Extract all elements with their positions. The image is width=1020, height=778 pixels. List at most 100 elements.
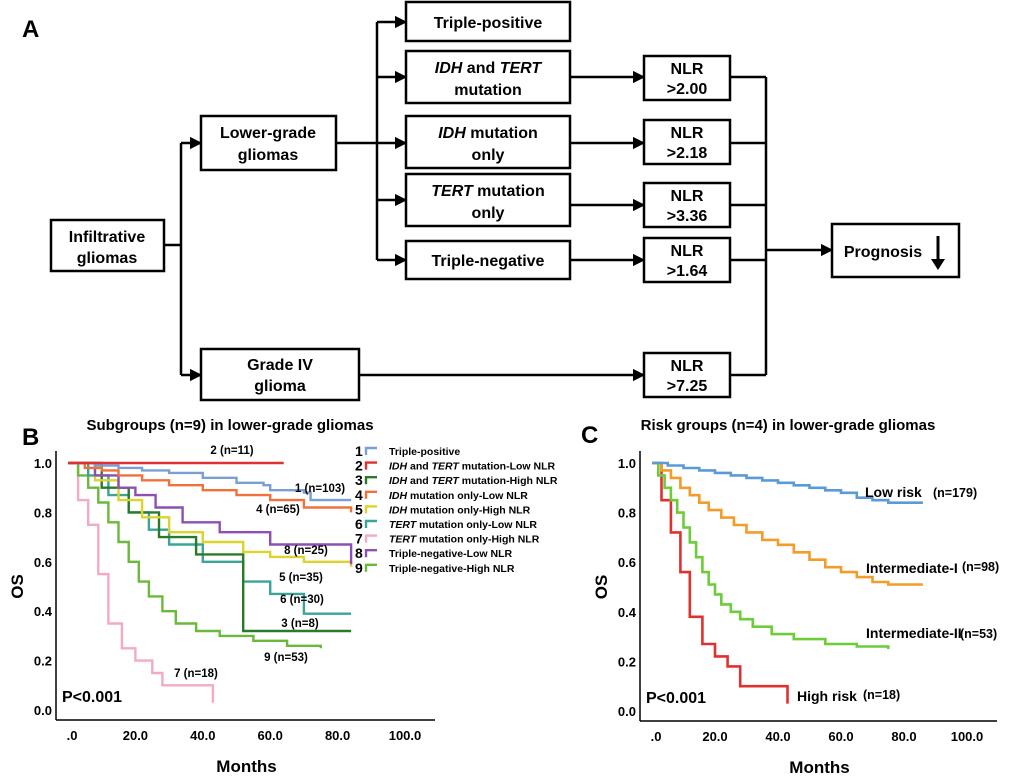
y-tick-label: 1.0 (34, 456, 52, 471)
legend-part: TERT (432, 475, 461, 487)
box-label: gliomas (238, 147, 299, 164)
chart-title: Risk groups (n=4) in lower-grade gliomas (641, 417, 936, 434)
legend-part: mutation only-Low NLR (407, 490, 528, 502)
km-curve-high-risk (652, 461, 789, 704)
risk-group-n: (n=53) (960, 627, 997, 641)
legend-label: Triple-negative-Low NLR (389, 548, 513, 560)
legend-part: mutation only-High NLR (407, 504, 530, 516)
box-label: >3.36 (667, 208, 708, 225)
legend-number: 3 (355, 472, 363, 488)
km-curve-8 (68, 461, 353, 565)
legend-label: IDH mutation only-Low NLR (389, 490, 528, 502)
curve-label-5: 5 (n=35) (279, 572, 323, 584)
km-curve-intermediate-i (652, 461, 923, 586)
x-tick-label: 40.0 (190, 728, 215, 743)
x-tick-label: 100.0 (389, 728, 422, 743)
risk-group-label: High risk (797, 688, 857, 704)
curve-label-7: 7 (n=18) (174, 668, 218, 680)
box-label: NLR (671, 125, 704, 142)
box-triple-negative: Triple-negative (404, 239, 572, 281)
x-tick-label: 20.0 (702, 729, 727, 744)
curve-label-4: 4 (n=65) (256, 504, 300, 516)
km-curve-low-risk (652, 461, 923, 504)
box-label: NLR (671, 188, 704, 205)
legend-part: and (407, 461, 432, 473)
legend-swatch (364, 505, 377, 514)
y-axis-label: OS (8, 574, 27, 599)
legend-part: Triple-positive (389, 446, 460, 458)
curve-label-2: 2 (n=11) (210, 445, 253, 457)
box-label: NLR (671, 61, 704, 78)
box-triple-positive: Triple-positive (404, 0, 572, 43)
x-tick-label: .0 (651, 729, 662, 744)
x-tick-label: 80.0 (891, 729, 916, 744)
box-idh-and-tert-mutation: IDH and TERT mutation (404, 49, 572, 105)
km-curve-intermediate-ii (652, 461, 890, 649)
risk-group-n: (n=98) (962, 560, 999, 574)
x-tick-label: 60.0 (828, 729, 853, 744)
panel-b-label: B (22, 424, 39, 451)
km-curve-9 (68, 461, 322, 649)
legend-number: 2 (355, 458, 363, 474)
box-label: Triple-positive (434, 15, 543, 32)
legend-part: and (407, 475, 432, 487)
box-tert-mutation-only: TERT mutation only (404, 172, 572, 228)
legend-label: Triple-positive (389, 446, 460, 458)
legend-part: Triple-negative-High NLR (389, 563, 515, 575)
y-tick-label: 0.4 (618, 605, 637, 620)
legend-number: 7 (355, 531, 363, 547)
box-grade-iv-glioma: Grade IV glioma (199, 347, 361, 402)
risk-group-label: Intermediate-II (866, 625, 962, 641)
box-label: >2.00 (667, 81, 708, 98)
box-nlr-2-00: NLR >2.00 (642, 54, 732, 102)
legend-label: IDH and TERT mutation-High NLR (389, 475, 558, 487)
y-tick-label: 0.8 (618, 506, 636, 521)
legend-part: mutation-Low NLR (459, 461, 556, 473)
curve-label-3: 3 (n=8) (281, 618, 319, 630)
x-tick-label: 100.0 (951, 729, 984, 744)
km-curve-7 (68, 461, 215, 703)
panel-c-label: C (581, 422, 598, 449)
legend-number: 4 (355, 487, 363, 503)
y-tick-label: 0.6 (34, 555, 52, 570)
y-tick-label: 0.2 (34, 654, 52, 669)
box-label: >7.25 (667, 378, 708, 395)
curve-label-8: 8 (n=25) (284, 545, 328, 557)
legend-part: IDH (389, 504, 408, 516)
box-nlr-3-36: NLR >3.36 (642, 181, 732, 229)
box-prognosis: Prognosis (830, 222, 961, 279)
box-label: >2.18 (667, 145, 708, 162)
chart-title: Subgroups (n=9) in lower-grade gliomas (86, 417, 373, 434)
y-axis-label: OS (592, 575, 611, 600)
box-infiltrative-gliomas: Infiltrative gliomas (49, 218, 166, 273)
risk-group-label: Low risk (865, 484, 922, 500)
legend-part: IDH (389, 461, 408, 473)
legend-part: TERT (389, 519, 418, 531)
legend-part: mutation only-High NLR (416, 534, 539, 546)
p-value: P<0.001 (646, 690, 706, 707)
y-tick-label: 0.8 (34, 505, 52, 520)
box-label: Grade IV (247, 357, 313, 374)
chart-b: Subgroups (n=9) in lower-grade gliomas 0.… (8, 417, 558, 776)
flow-connectors (164, 15, 834, 382)
legend-label: IDH and TERT mutation-Low NLR (389, 461, 555, 473)
box-label: TERT mutation (431, 183, 544, 200)
legend-part: TERT (389, 534, 418, 546)
x-tick-label: .0 (67, 728, 78, 743)
box-label: mutation (454, 82, 522, 99)
box-idh-mutation-only: IDH mutation only (404, 114, 572, 170)
box-label: NLR (671, 358, 704, 375)
box-label: gliomas (77, 250, 138, 267)
km-curve-3 (68, 461, 352, 633)
box-label: IDH and TERT (435, 60, 543, 77)
box-lower-grade-gliomas: Lower-grade gliomas (199, 114, 338, 172)
box-label: Infiltrative (69, 229, 146, 246)
legend-part: IDH (389, 490, 408, 502)
legend-label: TERT mutation only-High NLR (389, 534, 540, 546)
legend-label: Triple-negative-High NLR (389, 563, 515, 575)
curve-label-9: 9 (n=53) (264, 652, 308, 664)
x-tick-label: 40.0 (765, 729, 790, 744)
y-tick-label: 0.4 (34, 604, 53, 619)
legend-number: 8 (355, 545, 363, 561)
